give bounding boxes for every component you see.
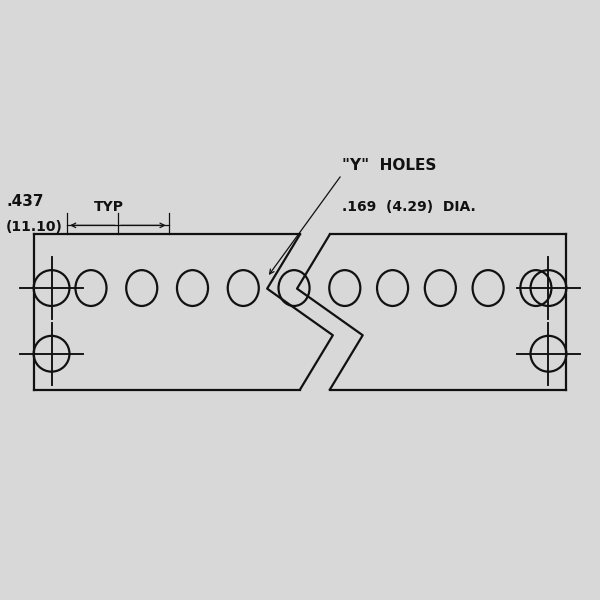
Text: TYP: TYP [94,200,124,214]
Text: "Y"  HOLES: "Y" HOLES [342,158,436,173]
Text: (11.10): (11.10) [6,220,63,234]
Text: .169  (4.29)  DIA.: .169 (4.29) DIA. [342,200,476,214]
Text: .437: .437 [6,194,44,209]
